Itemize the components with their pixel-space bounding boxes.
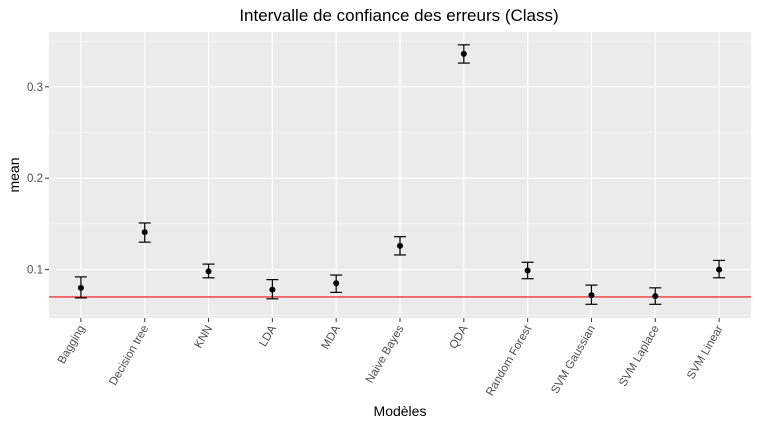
x-axis-title: Modèles bbox=[374, 403, 427, 419]
chart-title: Intervalle de confiance des erreurs (Cla… bbox=[239, 6, 558, 25]
y-tick-label: 0.2 bbox=[27, 173, 43, 185]
y-tick-label: 0.1 bbox=[27, 265, 43, 277]
x-tick-label: Bagging bbox=[56, 324, 88, 367]
mean-point bbox=[397, 242, 403, 249]
x-tick-label: Naive Bayes bbox=[364, 323, 407, 385]
mean-point bbox=[460, 50, 467, 57]
y-axis: 0.1 0.2 0.3 bbox=[27, 82, 49, 277]
x-tick-label: MDA bbox=[320, 323, 343, 351]
x-tick-label: SVM Linear bbox=[685, 323, 726, 381]
y-axis-title: mean bbox=[6, 157, 22, 192]
mean-point bbox=[333, 280, 340, 287]
mean-point bbox=[716, 266, 723, 273]
mean-point bbox=[524, 267, 531, 274]
mean-point bbox=[588, 292, 595, 299]
x-tick-label: KNN bbox=[193, 324, 216, 351]
x-tick-label: Decision tree bbox=[107, 324, 151, 388]
mean-point bbox=[205, 268, 212, 275]
x-axis: Bagging Decision tree KNN LDA MDA Naive Bayes… bbox=[56, 318, 726, 398]
mean-point bbox=[269, 286, 276, 293]
x-tick-label: SVM Gaussian bbox=[549, 324, 598, 396]
mean-point bbox=[652, 293, 659, 300]
x-tick-label: QDA bbox=[448, 323, 471, 351]
y-tick-label: 0.3 bbox=[27, 82, 43, 94]
mean-point bbox=[77, 284, 84, 291]
mean-point bbox=[141, 229, 148, 236]
x-tick-label: SVM Laplace bbox=[617, 324, 662, 389]
x-tick-label: LDA bbox=[257, 323, 279, 349]
x-tick-label: Random Forest bbox=[484, 323, 534, 398]
mean-points bbox=[77, 50, 723, 300]
error-bars bbox=[74, 44, 726, 305]
